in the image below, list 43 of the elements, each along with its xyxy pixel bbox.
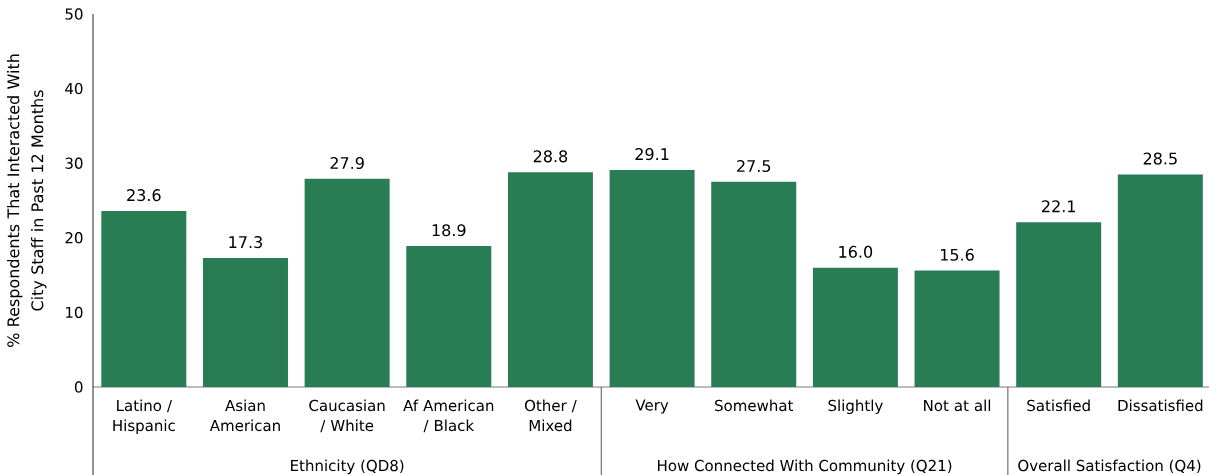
x-tick-label: Slightly [828,399,883,415]
y-axis-title: % Respondents That Interacted With City Staff in Past 12 Months [6,54,47,347]
bar [101,210,187,387]
text: Overall Satisfaction (Q4) [1018,459,1201,473]
bar [1016,222,1102,387]
data-label: 28.5 [1143,152,1177,165]
x-tick-label: Not at all [924,399,991,412]
data-label: 15.6 [940,248,974,261]
x-tick-label: Dissatisfied [1118,399,1203,412]
text: How Connected With Community (Q21) [658,459,952,475]
x-tick-label: Satisfied [1027,399,1090,412]
y-tick-label: 30 [65,157,83,169]
bar [914,270,1000,387]
data-label: 22.1 [1042,200,1076,213]
x-tick-label: Other / Mixed [524,399,577,432]
y-tick-label: 40 [65,82,83,95]
y-tick-label: 20 [65,232,83,244]
data-label: 27.9 [330,156,364,170]
y-tick-label: 50 [65,8,83,20]
data-label: 28.8 [533,150,568,163]
x-tick-label: Latino / Hispanic [113,399,175,435]
bar [202,257,288,387]
x-tick-label: Af American / Black [403,399,494,433]
x-tick-label: Caucasian / White [309,399,385,433]
data-label: 23.6 [127,189,161,202]
bar [711,181,797,387]
y-tick-label: 0 [74,381,83,393]
x-tick-label: Somewhat [715,399,794,412]
x-tick-label: Asian American [209,399,280,432]
bar [609,169,695,387]
text: Ethnicity (QD8) [291,459,404,475]
y-tick-label: 10 [66,306,83,319]
data-label: 18.9 [432,224,466,237]
bar [1117,174,1203,387]
bar [406,246,492,387]
bar [507,172,593,387]
x-tick-label: Very [635,399,669,414]
bar [304,178,390,387]
data-label: 27.5 [737,159,771,173]
data-label: 17.3 [229,236,263,249]
bar [812,267,898,387]
data-label: 29.1 [635,148,669,161]
data-label: 16.0 [839,245,873,258]
